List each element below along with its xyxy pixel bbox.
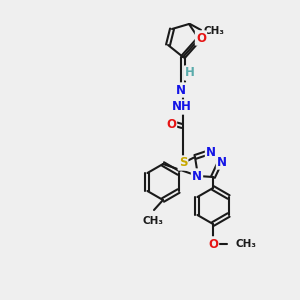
Text: NH: NH [172,100,192,113]
Text: N: N [176,83,186,97]
Text: CH₃: CH₃ [203,26,224,36]
Text: O: O [208,238,218,250]
Text: S: S [179,157,187,169]
Text: N: N [206,146,216,158]
Text: O: O [196,32,206,44]
Text: CH₃: CH₃ [235,239,256,249]
Text: H: H [185,67,195,80]
Text: CH₃: CH₃ [142,216,164,226]
Text: O: O [166,118,176,130]
Text: N: N [192,169,202,182]
Text: N: N [217,155,227,169]
